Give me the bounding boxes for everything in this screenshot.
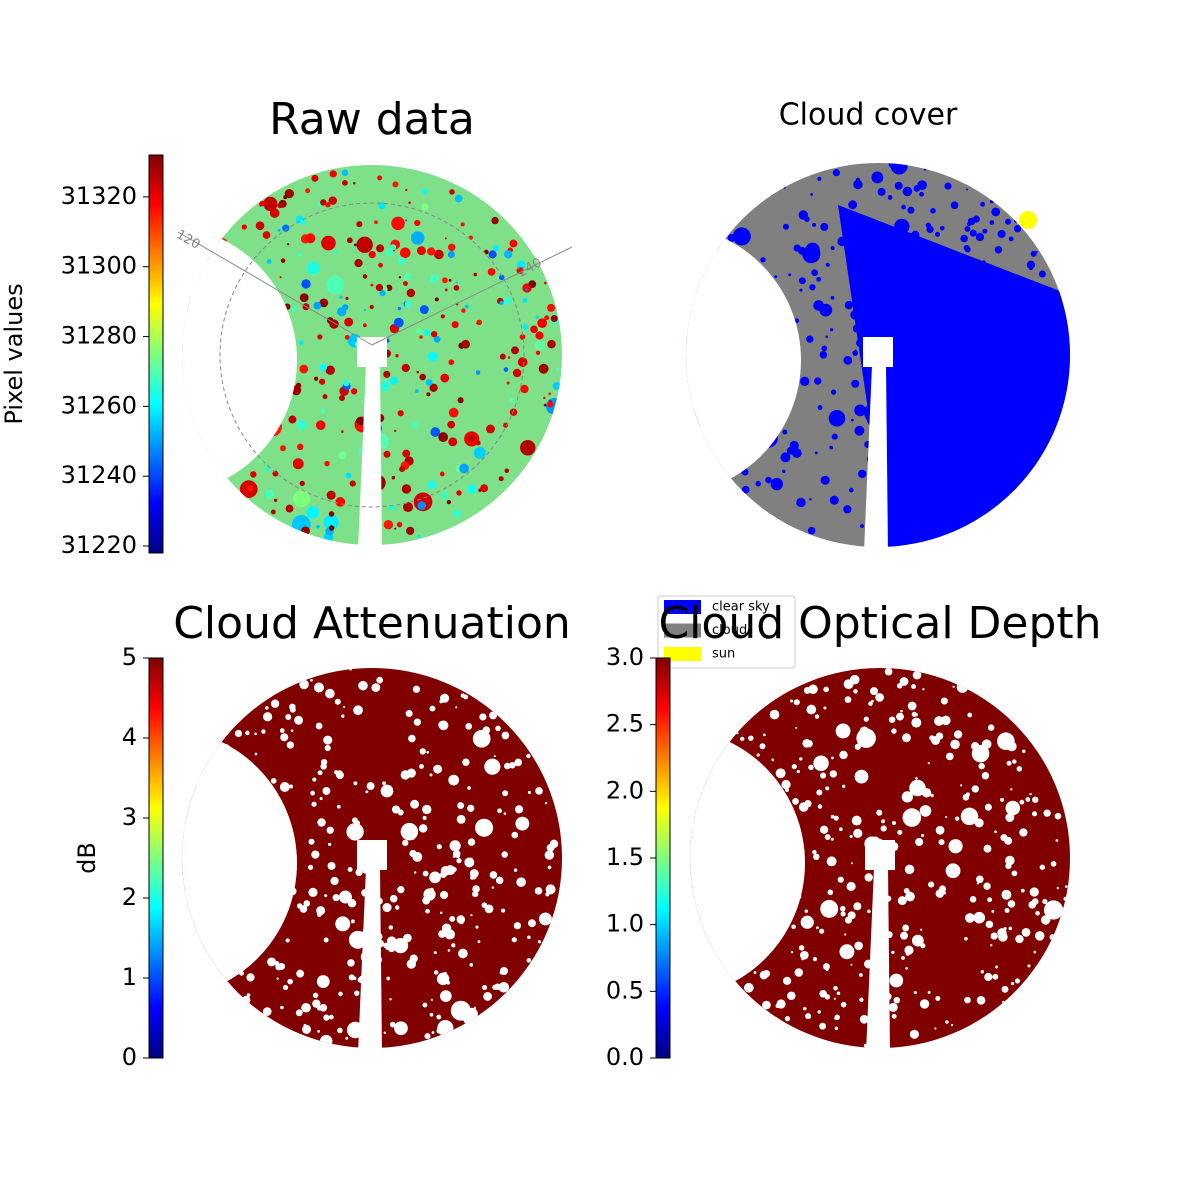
colorbar-label: Pixel values xyxy=(0,283,28,424)
legend-label: sun xyxy=(712,647,735,662)
image-mask xyxy=(358,365,382,550)
panel-title: Cloud Attenuation xyxy=(173,598,571,649)
colorbar xyxy=(655,657,671,1059)
colorbar-tick-label: 31260 xyxy=(61,391,137,419)
horizon-circle xyxy=(219,202,525,508)
image-mask xyxy=(358,868,382,1053)
image-mask xyxy=(357,337,387,367)
colorbar-tick-label: 3 xyxy=(122,803,137,831)
colorbar-tick-label: 2.0 xyxy=(606,776,644,804)
colorbar-tick-label: 0.0 xyxy=(606,1043,644,1071)
colorbar-tick-label: 2 xyxy=(122,883,137,911)
azimuth-line xyxy=(177,231,373,346)
colorbar-label: dB xyxy=(73,842,101,874)
image-mask xyxy=(357,840,387,870)
sky-image xyxy=(182,668,562,1048)
sky-image xyxy=(686,163,1070,547)
image-mask xyxy=(690,728,805,998)
colorbar-tick-label: 5 xyxy=(122,643,137,671)
colorbar xyxy=(148,657,164,1059)
colorbar-tick-label: 1.0 xyxy=(606,910,644,938)
image-mask xyxy=(863,337,893,367)
panel-title: Cloud Optical Depth xyxy=(658,598,1101,649)
legend-swatch xyxy=(664,647,701,661)
colorbar-tick-label: 31240 xyxy=(61,461,137,489)
image-mask xyxy=(865,840,895,870)
colorbar-tick-label: 0 xyxy=(122,1043,137,1071)
colorbar-tick-label: 4 xyxy=(122,723,137,751)
colorbar-tick-label: 31320 xyxy=(61,182,137,210)
colorbar-tick-label: 31280 xyxy=(61,322,137,350)
sun-marker xyxy=(1019,211,1037,229)
legend-label: cloud xyxy=(712,623,747,638)
image-mask xyxy=(182,225,297,495)
colorbar-tick-label: 3.0 xyxy=(606,643,644,671)
colorbar-tick-label: 0.5 xyxy=(606,976,644,1004)
colorbar-tick-label: 2.5 xyxy=(606,710,644,738)
panel-title: Raw data xyxy=(269,94,475,145)
image-mask xyxy=(864,365,888,552)
panel-title: Cloud cover xyxy=(779,98,958,133)
image-mask xyxy=(866,868,890,1053)
legend-label: clear sky xyxy=(712,600,770,615)
sky-image xyxy=(182,165,562,545)
azimuth-line xyxy=(371,246,573,346)
colorbar-tick-label: 1 xyxy=(122,963,137,991)
colorbar xyxy=(148,154,164,554)
legend-swatch xyxy=(664,623,701,638)
azimuth-label: 120 xyxy=(173,227,202,252)
colorbar-tick-label: 31300 xyxy=(61,252,137,280)
colorbar-tick-label: 1.5 xyxy=(606,843,644,871)
image-mask xyxy=(182,728,297,998)
legend-swatch xyxy=(664,600,701,614)
image-mask xyxy=(686,225,801,495)
colorbar-tick-label: 31220 xyxy=(61,531,137,559)
